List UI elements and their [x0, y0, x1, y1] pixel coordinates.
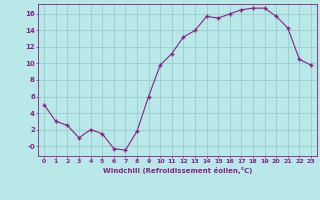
X-axis label: Windchill (Refroidissement éolien,°C): Windchill (Refroidissement éolien,°C) [103, 167, 252, 174]
